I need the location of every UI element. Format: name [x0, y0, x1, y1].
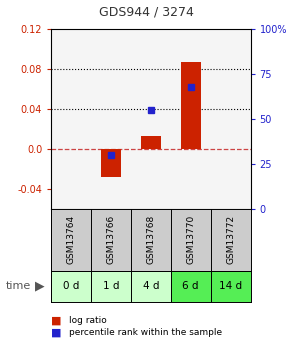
- Text: 0 d: 0 d: [63, 282, 79, 291]
- Text: 6 d: 6 d: [183, 282, 199, 291]
- Bar: [171, 271, 211, 302]
- Bar: [101, 149, 121, 177]
- Text: ■: ■: [51, 327, 62, 337]
- Text: GSM13772: GSM13772: [226, 215, 235, 264]
- Text: GSM13768: GSM13768: [146, 215, 155, 264]
- Text: ▶: ▶: [35, 280, 44, 293]
- Text: percentile rank within the sample: percentile rank within the sample: [69, 328, 222, 337]
- Bar: [211, 271, 251, 302]
- Text: GSM13770: GSM13770: [186, 215, 195, 264]
- Text: 4 d: 4 d: [143, 282, 159, 291]
- Text: 1 d: 1 d: [103, 282, 119, 291]
- Text: GDS944 / 3274: GDS944 / 3274: [99, 6, 194, 19]
- Text: GSM13766: GSM13766: [107, 215, 115, 264]
- Bar: [181, 62, 201, 149]
- Text: GSM13764: GSM13764: [67, 215, 76, 264]
- Bar: [131, 271, 171, 302]
- Text: log ratio: log ratio: [69, 316, 107, 325]
- Text: time: time: [6, 282, 31, 291]
- Bar: [141, 136, 161, 149]
- Bar: [91, 271, 131, 302]
- Bar: [51, 271, 91, 302]
- Text: ■: ■: [51, 315, 62, 325]
- Text: 14 d: 14 d: [219, 282, 242, 291]
